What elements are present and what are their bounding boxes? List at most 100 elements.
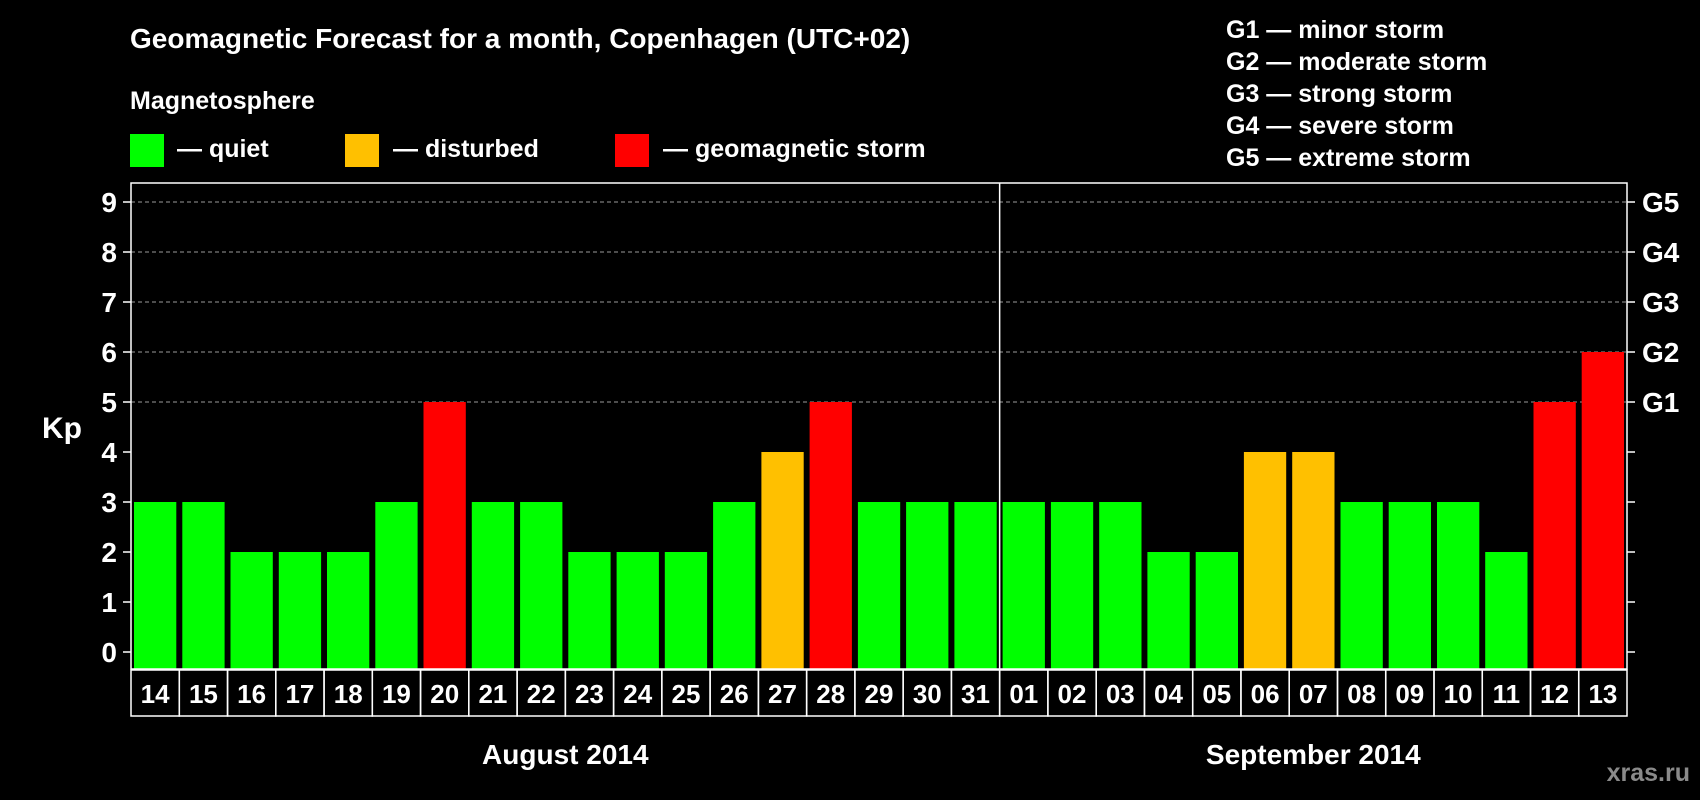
bar-day-19 (375, 502, 418, 669)
y-tick-label: 1 (101, 587, 117, 618)
legend-swatch-disturbed (345, 134, 379, 167)
x-tick-label: 20 (430, 679, 459, 709)
bar-day-05 (1195, 552, 1238, 669)
bar-day-06 (1243, 452, 1287, 669)
x-tick-label: 17 (285, 679, 314, 709)
x-tick-label: 09 (1395, 679, 1424, 709)
x-tick-label: 02 (1058, 679, 1087, 709)
grid-lines (131, 201, 1627, 403)
chart-title: Geomagnetic Forecast for a month, Copenh… (130, 23, 910, 54)
bar-day-30 (906, 502, 949, 669)
bars (134, 352, 1624, 669)
bar-day-04 (1147, 552, 1190, 669)
storm-scale-g4: G4 — severe storm (1226, 112, 1454, 140)
month-label: September 2014 (1206, 739, 1421, 770)
bar-day-13 (1581, 352, 1624, 669)
legend-label-disturbed: — disturbed (393, 135, 539, 163)
x-tick-label: 11 (1493, 679, 1521, 709)
right-tick-label-g4: G4 (1642, 237, 1680, 268)
x-tick-label: 06 (1251, 679, 1280, 709)
month-labels: August 2014 September 2014 (482, 739, 1421, 770)
bar-day-29 (857, 502, 901, 669)
x-tick-label: 23 (575, 679, 604, 709)
y-axis-label: Kp (42, 412, 82, 445)
x-tick-label: 28 (816, 679, 845, 709)
x-tick-label: 27 (768, 679, 797, 709)
storm-scale-g1: G1 — minor storm (1226, 16, 1444, 44)
x-tick-cell (1577, 669, 1628, 717)
bar-day-26 (713, 502, 756, 669)
bar-day-03 (1099, 502, 1142, 669)
y-tick-label: 6 (101, 337, 117, 368)
plot-frame (130, 182, 1628, 670)
bar-day-23 (568, 552, 611, 669)
x-tick-label: 31 (961, 679, 990, 709)
x-tick-label: 04 (1154, 679, 1183, 709)
x-tick-label: 21 (478, 679, 507, 709)
storm-scale-g3: G3 — strong storm (1226, 80, 1452, 108)
x-tick-label: 16 (237, 679, 266, 709)
axes: 0 1 2 3 4 5 6 7 8 9 G1 G2 G3 G4 G5 (101, 182, 1680, 670)
x-tick-label: 15 (189, 679, 218, 709)
bar-day-02 (1050, 502, 1094, 669)
bar-day-07 (1292, 452, 1335, 669)
y-tick-label: 4 (101, 437, 117, 468)
bar-day-20 (423, 402, 466, 669)
bar-day-25 (664, 552, 708, 669)
y-tick-label: 3 (101, 487, 117, 518)
x-tick-label: 14 (141, 679, 170, 709)
y-tick-label: 7 (101, 287, 117, 318)
right-tick-label-g3: G3 (1642, 287, 1679, 318)
bar-day-01 (1002, 502, 1045, 669)
y-tick-label: 8 (101, 237, 117, 268)
x-tick-labels: 14 15 16 17 18 19 20 21 22 23 24 25 26 27 28 29 30 31 01 02… (130, 669, 1628, 717)
bar-day-31 (954, 502, 997, 669)
x-tick-label: 01 (1009, 679, 1038, 709)
x-tick-label: 19 (382, 679, 411, 709)
legend-swatch-storm (615, 134, 649, 167)
bar-day-08 (1340, 502, 1383, 669)
storm-scale-g2: G2 — moderate storm (1226, 48, 1487, 76)
x-tick-label: 18 (334, 679, 363, 709)
legend-label-storm: — geomagnetic storm (663, 135, 926, 163)
x-tick-label: 26 (720, 679, 749, 709)
x-tick-label: 29 (865, 679, 894, 709)
x-tick-label: 12 (1540, 679, 1569, 709)
x-tick-label: 13 (1588, 679, 1617, 709)
storm-scale-g5: G5 — extreme storm (1226, 144, 1471, 172)
bar-day-24 (616, 552, 659, 669)
bar-day-17 (278, 552, 322, 669)
legend-heading: Magnetosphere (130, 87, 315, 115)
right-tick-label-g5: G5 (1642, 187, 1679, 218)
watermark: xras.ru (1607, 759, 1690, 787)
bar-day-16 (230, 552, 273, 669)
x-tick-label: 07 (1299, 679, 1328, 709)
bar-day-22 (520, 502, 563, 669)
x-tick-label: 03 (1106, 679, 1135, 709)
x-tick-label: 08 (1347, 679, 1376, 709)
y-tick-label: 9 (101, 187, 117, 218)
x-tick-label: 10 (1444, 679, 1473, 709)
bar-day-28 (809, 402, 852, 669)
right-tick-label-g1: G1 (1642, 387, 1679, 418)
y-tick-label: 5 (101, 387, 117, 418)
x-tick-label: 05 (1202, 679, 1231, 709)
bar-day-14 (134, 502, 177, 669)
y-tick-label: 2 (101, 537, 117, 568)
x-tick-label: 24 (623, 679, 652, 709)
bar-day-27 (761, 452, 804, 669)
bar-day-11 (1485, 552, 1528, 669)
bar-day-15 (182, 502, 225, 669)
bar-day-10 (1437, 502, 1480, 669)
x-tick-label: 30 (913, 679, 942, 709)
bar-day-09 (1388, 502, 1431, 669)
month-label: August 2014 (482, 739, 649, 770)
bar-day-18 (327, 552, 370, 669)
y-tick-label: 0 (101, 637, 117, 668)
bar-day-12 (1533, 402, 1576, 669)
legend-swatch-quiet (130, 134, 164, 167)
bar-day-21 (471, 502, 515, 669)
right-tick-label-g2: G2 (1642, 337, 1679, 368)
x-tick-label: 25 (672, 679, 701, 709)
